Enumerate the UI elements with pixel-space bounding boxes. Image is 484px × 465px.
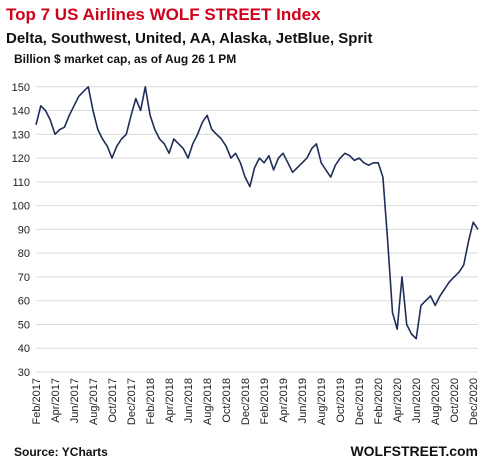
x-tick-label: Dec/2020: [468, 378, 480, 425]
x-tick-label: Aug/2019: [316, 378, 328, 425]
chart-title: Top 7 US Airlines WOLF STREET Index: [6, 5, 321, 24]
y-tick-label: 80: [18, 248, 30, 260]
x-tick-label: Feb/2020: [373, 378, 385, 424]
x-tick-label: Oct/2018: [221, 378, 233, 423]
x-tick-label: Jun/2019: [297, 378, 309, 423]
x-tick-label: Feb/2018: [145, 378, 157, 424]
line: [35, 86, 479, 340]
x-tick-label: Jun/2020: [411, 378, 423, 423]
x-tick-label: Jun/2018: [183, 378, 195, 423]
y-tick-label: 60: [18, 296, 30, 308]
chart-note: Billion $ market cap, as of Aug 26 1 PM: [14, 52, 236, 66]
x-tick-label: Jun/2017: [69, 378, 81, 423]
source: Source: YCharts: [14, 445, 108, 459]
x-tick-label: Dec/2017: [126, 378, 138, 425]
credit: WOLFSTREET.com: [350, 443, 478, 459]
x-tick-label: Oct/2019: [335, 378, 347, 423]
y-tick-label: 130: [12, 129, 30, 141]
x-tick-label: Apr/2020: [392, 378, 404, 423]
y-tick-label: 30: [18, 367, 30, 379]
x-tick-label: Oct/2020: [449, 378, 461, 423]
y-tick-label: 110: [12, 177, 30, 189]
y-tick-label: 50: [18, 319, 30, 331]
x-tick-label: Apr/2019: [278, 378, 290, 423]
x-tick-label: Aug/2017: [88, 378, 100, 425]
y-tick-label: 70: [18, 272, 30, 284]
y-tick-label: 120: [12, 153, 30, 165]
x-tick-label: Feb/2017: [31, 378, 43, 424]
y-tick-label: 140: [12, 106, 30, 118]
y-tick-label: 40: [18, 343, 30, 355]
x-tick-label: Feb/2019: [259, 378, 271, 424]
y-tick-label: 150: [12, 82, 30, 94]
x-tick-label: Dec/2019: [354, 378, 366, 425]
x-tick-label: Dec/2018: [240, 378, 252, 425]
x-tick-label: Apr/2017: [50, 378, 62, 423]
x-tick-label: Apr/2018: [164, 378, 176, 423]
chart-subtitle: Delta, Southwest, United, AA, Alaska, Je…: [6, 30, 372, 47]
x-tick-label: Aug/2018: [202, 378, 214, 425]
x-tick-label: Oct/2017: [107, 378, 119, 423]
y-tick-label: 90: [18, 224, 30, 236]
y-tick-label: 100: [12, 201, 30, 213]
x-tick-label: Aug/2020: [430, 378, 442, 425]
